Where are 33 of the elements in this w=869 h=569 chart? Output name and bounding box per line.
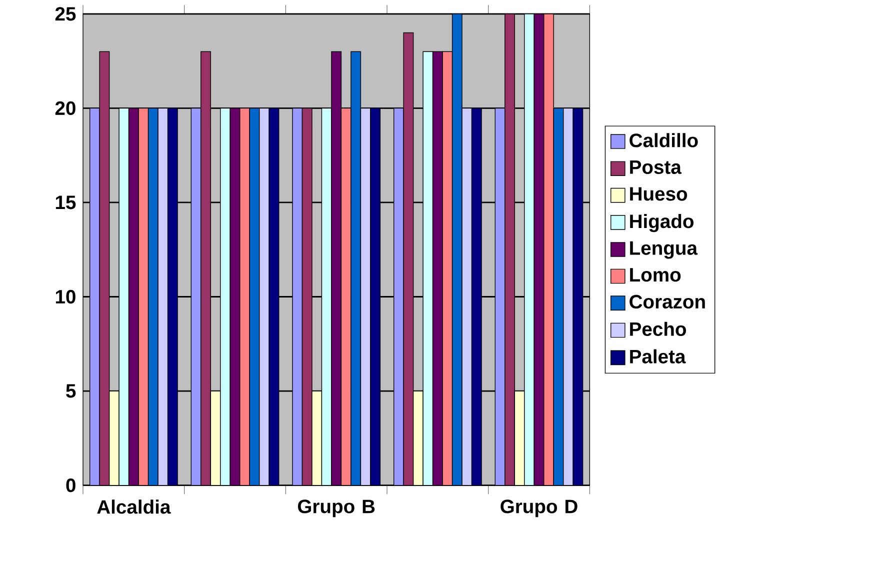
bar	[514, 390, 525, 486]
legend-label: Hueso	[630, 187, 688, 201]
legend-label: Higado	[630, 214, 694, 232]
y-tick-label: 10	[56, 290, 76, 304]
y-tick-label: 15	[56, 196, 76, 210]
bar	[331, 51, 342, 486]
legend-label: Lomo	[630, 268, 681, 282]
bar	[534, 14, 544, 486]
bar	[553, 108, 564, 486]
legend-label: Paleta	[630, 349, 686, 364]
x-tick-label: Alcaldia	[97, 500, 171, 514]
bar	[249, 108, 260, 486]
bar	[452, 14, 462, 486]
bar	[210, 390, 221, 486]
bar	[412, 390, 424, 486]
bar	[128, 108, 139, 486]
bar	[108, 390, 120, 486]
y-tick-label: 0	[66, 478, 76, 492]
bar	[432, 51, 443, 486]
legend-label: Posta	[630, 160, 682, 174]
y-tick-label: 20	[55, 101, 76, 115]
y-tick-label: 5	[66, 384, 76, 398]
x-tick-label: Grupo D	[500, 500, 578, 517]
x-tick-label: Grupo B	[298, 500, 375, 517]
bar	[350, 51, 362, 486]
bar	[230, 108, 240, 486]
legend-label: Pecho	[630, 322, 686, 336]
bar	[148, 108, 158, 486]
legend-label: Caldillo	[630, 132, 698, 148]
y-tick-label: 25	[55, 6, 76, 21]
legend-label: Corazon	[630, 294, 705, 308]
legend-label: Lengua	[630, 241, 698, 259]
bar	[312, 390, 322, 486]
